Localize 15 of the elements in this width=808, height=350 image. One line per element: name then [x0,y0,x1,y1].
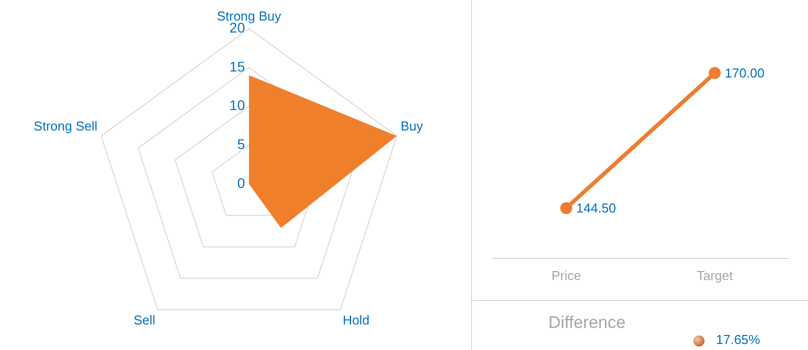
x-tick-label: Price [551,268,582,283]
y-tick-label: 5 [237,136,246,152]
text: Difference [547,313,627,333]
spoke-label: Strong Sell [34,118,98,134]
spoke-label: Hold [342,312,370,328]
data-label: 144.50 [576,200,616,216]
spoke-label: Strong Buy [216,8,282,24]
x-tick-label: Target [696,268,734,283]
y-tick-label: 10 [229,97,246,114]
text: 17.65% [716,332,760,347]
y-tick-label: 15 [229,58,246,74]
y-tick-label: 0 [237,174,246,191]
spoke-label: Buy [400,118,424,134]
data-label: 170.00 [724,66,765,81]
spoke-label: Sell [134,312,156,328]
